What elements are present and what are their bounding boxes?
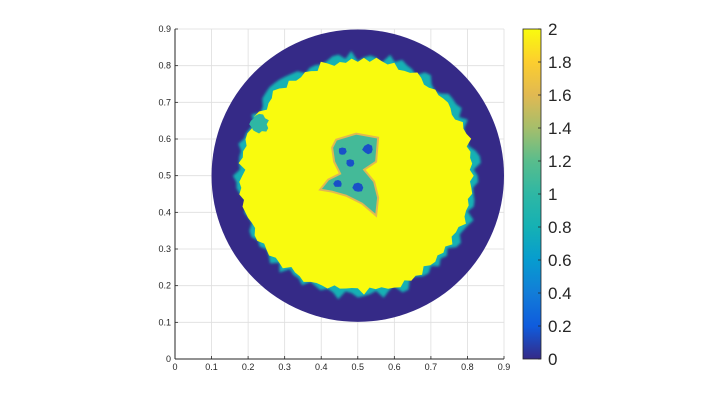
colorbar-tick-label: 1.2 — [548, 152, 572, 171]
colorbar-tick-label: 1.6 — [548, 86, 572, 105]
x-tick-label: 0.3 — [278, 362, 291, 372]
heatmap-field — [211, 29, 504, 322]
colorbar-tick-label: 0.2 — [548, 317, 572, 336]
colorbar-tick-label: 0.6 — [548, 251, 572, 270]
y-tick-label: 0.4 — [158, 207, 171, 217]
y-tick-label: 0.8 — [158, 61, 171, 71]
x-tick-label: 0.7 — [425, 362, 438, 372]
colorbar-tick-label: 1 — [548, 185, 557, 204]
colorbar-tick-label: 0.8 — [548, 218, 572, 237]
x-tick-label: 0 — [172, 362, 177, 372]
x-axis-tick-labels: 0 0.1 0.2 0.3 0.4 0.5 0.6 0.7 0.8 0.9 — [172, 356, 510, 372]
central-pocket-value-0 — [362, 143, 373, 155]
central-pocket-value-0 — [352, 182, 364, 192]
colorbar-tick-label: 1.8 — [548, 53, 572, 72]
central-pocket-value-0 — [338, 147, 347, 155]
central-pocket-value-0 — [333, 180, 342, 187]
x-tick-label: 0.9 — [498, 362, 511, 372]
y-tick-label: 0.7 — [158, 97, 171, 107]
central-pocket-value-0 — [346, 159, 355, 167]
axes — [174, 29, 504, 360]
y-tick-label: 0.9 — [158, 24, 171, 34]
colorbar-tick-label: 0.4 — [548, 284, 572, 303]
edge-patch-value-1 — [249, 113, 269, 134]
x-tick-label: 0.4 — [315, 362, 328, 372]
x-tick-label: 0.6 — [388, 362, 401, 372]
x-tick-label: 0.5 — [352, 362, 365, 372]
colorbar: 0 0.2 0.4 0.6 0.8 1 1.2 1.4 1.6 1.8 2 — [522, 20, 572, 369]
y-axis-tick-labels: 0 0.1 0.2 0.3 0.4 0.5 0.6 0.7 0.8 0.9 — [158, 24, 178, 364]
colorbar-tick-label: 1.4 — [548, 119, 572, 138]
central-patch-value-1 — [318, 132, 380, 218]
y-tick-label: 0.6 — [158, 134, 171, 144]
y-tick-label: 0.3 — [158, 244, 171, 254]
colorbar-tick-label: 0 — [548, 350, 557, 369]
x-tick-label: 0.1 — [205, 362, 218, 372]
x-tick-label: 0.8 — [461, 362, 474, 372]
y-tick-label: 0.5 — [158, 171, 171, 181]
y-tick-label: 0.1 — [158, 317, 171, 327]
x-tick-label: 0.2 — [242, 362, 255, 372]
colorbar-tick-label: 2 — [548, 20, 557, 39]
y-tick-label: 0.2 — [158, 281, 171, 291]
y-tick-label: 0 — [166, 354, 171, 364]
